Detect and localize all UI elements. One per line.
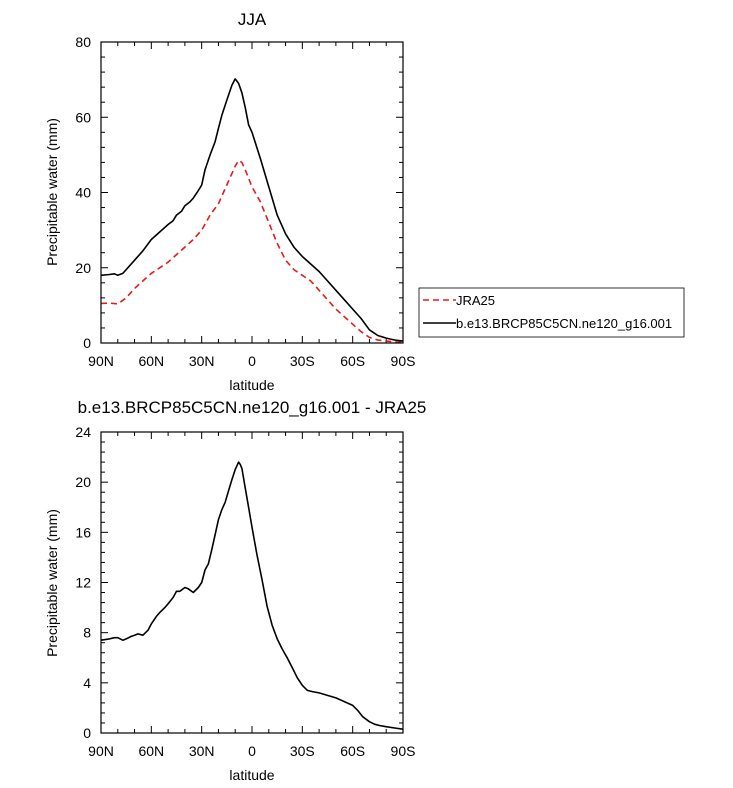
- x-tick-label: 60S: [340, 353, 365, 369]
- bottom-chart-series: [100, 461, 404, 730]
- top-chart-title: JJA: [238, 10, 267, 29]
- top-chart: JJA 90N 60N 30N 0 30S 60S 90S 0 20 40 60 80 latitu…: [44, 10, 415, 393]
- x-tick-label: 0: [248, 353, 256, 369]
- y-tick-label: 20: [75, 260, 91, 276]
- y-tick-label: 60: [75, 109, 91, 125]
- y-tick-label: 0: [83, 725, 91, 741]
- series-line-jra25: [100, 159, 404, 343]
- bottom-chart-title: b.e13.BRCP85C5CN.ne120_g16.001 - JRA25: [78, 398, 427, 417]
- top-chart-y-ticks: 0 20 40 60 80: [75, 34, 403, 351]
- x-tick-label: 90N: [88, 743, 114, 759]
- y-tick-label: 0: [83, 335, 91, 351]
- x-tick-label: 60S: [340, 743, 365, 759]
- y-tick-label: 4: [83, 675, 91, 691]
- legend-label-model: b.e13.BRCP85C5CN.ne120_g16.001: [456, 316, 672, 331]
- bottom-chart-x-axis-label: latitude: [229, 767, 274, 783]
- bottom-chart: b.e13.BRCP85C5CN.ne120_g16.001 - JRA25 9…: [44, 398, 426, 783]
- x-tick-label: 60N: [138, 743, 164, 759]
- y-tick-label: 8: [83, 625, 91, 641]
- bottom-chart-plot-frame: [100, 431, 404, 734]
- y-tick-label: 24: [75, 424, 91, 440]
- bottom-chart-x-ticks: 90N 60N 30N 0 30S 60S 90S: [88, 432, 415, 759]
- x-tick-label: 30N: [189, 353, 215, 369]
- x-tick-label: 30S: [290, 353, 315, 369]
- top-chart-series: [100, 78, 404, 343]
- x-tick-label: 60N: [138, 353, 164, 369]
- legend-label-jra25: JRA25: [456, 293, 495, 308]
- y-tick-label: 20: [75, 474, 91, 490]
- bottom-chart-y-ticks: 0 4 8 12 16 20 24: [75, 424, 403, 741]
- top-chart-plot-frame: [100, 41, 404, 344]
- x-tick-label: 90S: [391, 743, 416, 759]
- bottom-chart-y-axis-label: Precipitable water (mm): [44, 509, 60, 657]
- legend-box: [418, 287, 685, 338]
- x-tick-label: 30N: [189, 743, 215, 759]
- series-line-difference: [100, 461, 404, 730]
- legend: JRA25 b.e13.BRCP85C5CN.ne120_g16.001: [418, 287, 685, 338]
- x-tick-label: 90N: [88, 353, 114, 369]
- x-tick-label: 30S: [290, 743, 315, 759]
- top-chart-y-axis-label: Precipitable water (mm): [44, 118, 60, 266]
- y-tick-label: 12: [75, 575, 91, 591]
- x-tick-label: 90S: [391, 353, 416, 369]
- y-tick-label: 80: [75, 34, 91, 50]
- top-chart-x-axis-label: latitude: [229, 377, 274, 393]
- x-tick-label: 0: [248, 743, 256, 759]
- y-tick-label: 40: [75, 185, 91, 201]
- series-line-b-e13-brcp85c5cn-ne120-g16-001: [100, 78, 404, 342]
- top-chart-x-ticks: 90N 60N 30N 0 30S 60S 90S: [88, 42, 415, 369]
- y-tick-label: 16: [75, 524, 91, 540]
